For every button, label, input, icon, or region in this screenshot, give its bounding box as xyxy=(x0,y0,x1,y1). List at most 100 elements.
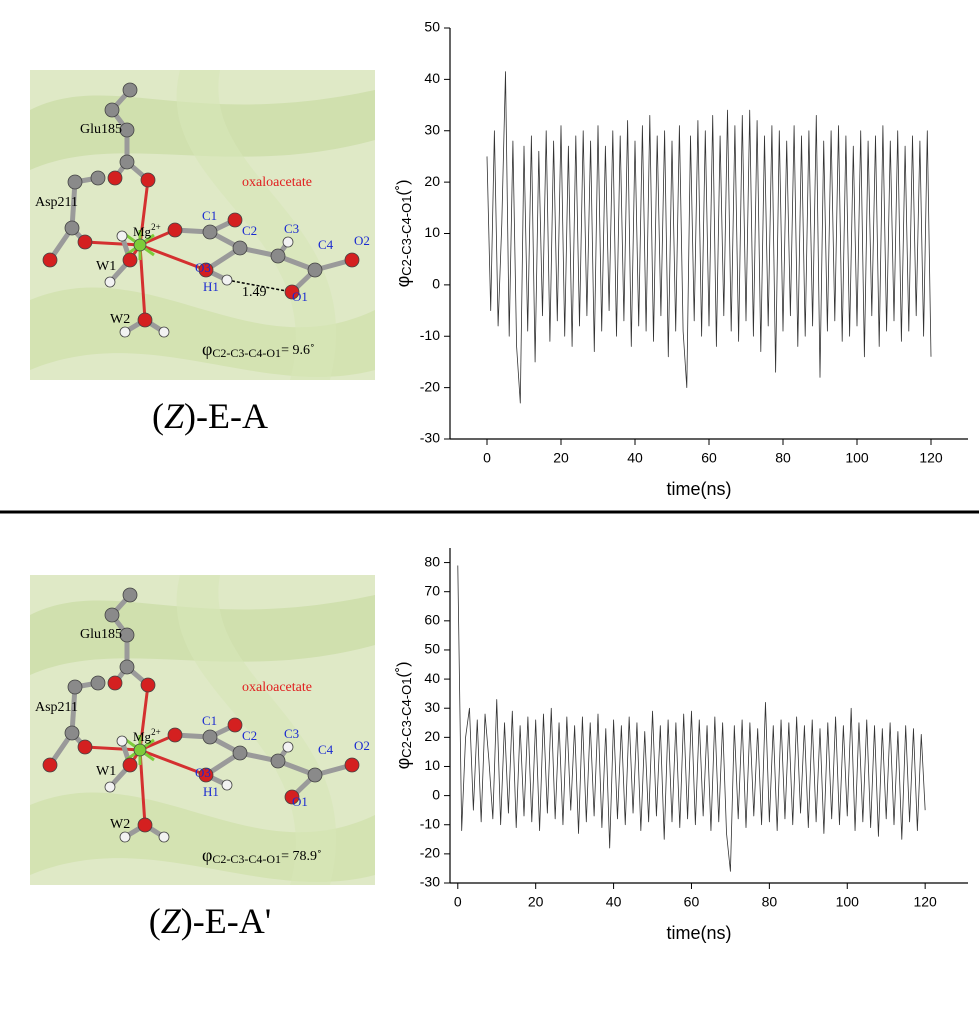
ribbon xyxy=(176,70,337,380)
x-tick-label: 40 xyxy=(627,450,643,466)
atom xyxy=(140,172,156,188)
ribbon xyxy=(30,287,375,377)
atom xyxy=(90,675,106,691)
x-tick-label: 100 xyxy=(836,894,860,910)
y-tick-label: -20 xyxy=(420,845,440,861)
y-label-unit: (˚) xyxy=(395,180,412,196)
data-line xyxy=(486,71,932,404)
y-label-unit: (˚) xyxy=(395,662,412,678)
atom xyxy=(119,122,135,138)
y-tick-label: -30 xyxy=(420,874,440,890)
x-tick-label: 120 xyxy=(913,894,937,910)
y-tick-label: 80 xyxy=(424,553,440,569)
y-tick-label: 20 xyxy=(424,728,440,744)
structure-label: H1 xyxy=(203,279,219,294)
bond xyxy=(69,684,78,736)
atom xyxy=(284,789,300,805)
atom xyxy=(77,739,93,755)
structure-label: O2 xyxy=(354,738,370,753)
structure-label: C3 xyxy=(284,221,299,236)
atom xyxy=(282,236,294,248)
y-tick-label: 40 xyxy=(424,670,440,686)
y-tick-label: 70 xyxy=(424,582,440,598)
y-axis-label: φC2-C3-C4-O1(˚) xyxy=(393,180,415,288)
x-tick-label: 80 xyxy=(762,894,778,910)
x-tick-label: 0 xyxy=(454,894,462,910)
structure-label: oxaloacetate xyxy=(242,680,312,695)
y-label-sub: C2-C3-C4-O1 xyxy=(399,196,414,276)
atom xyxy=(122,82,138,98)
structure-label: C3 xyxy=(284,726,299,741)
y-tick-label: 50 xyxy=(424,19,440,35)
atom xyxy=(77,234,93,250)
x-tick-label: 120 xyxy=(919,450,943,466)
data-line xyxy=(457,565,926,872)
atom xyxy=(119,326,131,338)
atom xyxy=(107,170,123,186)
bond xyxy=(138,748,208,777)
structure-label: O3 xyxy=(195,260,211,275)
y-tick-label: 0 xyxy=(432,276,440,292)
structure-label: O1 xyxy=(292,289,308,304)
bond xyxy=(138,243,208,272)
caption: (Z)-E-A' xyxy=(149,901,271,941)
atom xyxy=(42,757,58,773)
atom xyxy=(122,757,138,773)
dihedral-sub: C2-C3-C4-O1 xyxy=(212,346,281,360)
x-tick-label: 40 xyxy=(606,894,622,910)
atom xyxy=(232,745,248,761)
y-tick-label: 30 xyxy=(424,699,440,715)
structure-label: W1 xyxy=(96,764,116,779)
dihedral-sub: C2-C3-C4-O1 xyxy=(212,852,281,866)
dihedral-symbol: φ xyxy=(202,845,212,865)
ribbon xyxy=(176,575,337,885)
atom xyxy=(104,607,120,623)
structure-panel: Glu185 Asp211 W1 W2 C1 C2 C3 C4 O1 O2 O3 H1 oxaloace… xyxy=(30,70,375,380)
atom xyxy=(64,220,80,236)
caption-part: Z xyxy=(164,396,185,436)
structure-label: W2 xyxy=(110,312,130,327)
atom xyxy=(227,717,243,733)
x-tick-label: 0 xyxy=(483,450,491,466)
metal-charge: 2+ xyxy=(151,222,161,232)
y-axis-label: φC2-C3-C4-O1(˚) xyxy=(393,662,415,770)
structure-label: O3 xyxy=(195,765,211,780)
structure-label: C1 xyxy=(202,208,217,223)
dihedral-symbol: φ xyxy=(202,339,212,359)
y-tick-label: 50 xyxy=(424,641,440,657)
structure-label: C2 xyxy=(242,728,257,743)
atom xyxy=(67,679,83,695)
atom xyxy=(107,675,123,691)
caption-part: Z xyxy=(161,901,182,941)
atom xyxy=(104,781,116,793)
atom xyxy=(119,659,135,675)
y-tick-label: 60 xyxy=(424,612,440,628)
structure-panel: Glu185 Asp211 W1 W2 C1 C2 C3 C4 O1 O2 O3 H1 oxaloace… xyxy=(30,575,375,885)
y-tick-label: -10 xyxy=(420,815,440,831)
atom xyxy=(344,252,360,268)
y-tick-label: -20 xyxy=(420,378,440,394)
atom xyxy=(202,729,218,745)
x-tick-label: 100 xyxy=(845,450,869,466)
y-tick-label: -30 xyxy=(420,430,440,446)
caption: (Z)-E-A xyxy=(152,396,268,436)
y-tick-label: 40 xyxy=(424,70,440,86)
x-tick-label: 20 xyxy=(553,450,569,466)
y-tick-label: 10 xyxy=(424,757,440,773)
atom xyxy=(167,222,183,238)
structure-label: C1 xyxy=(202,713,217,728)
structure-label: O2 xyxy=(354,233,370,248)
structure-label: Asp211 xyxy=(35,700,78,715)
atom xyxy=(140,677,156,693)
structure-label: Asp211 xyxy=(35,195,78,210)
y-tick-label: 30 xyxy=(424,121,440,137)
x-tick-label: 60 xyxy=(684,894,700,910)
x-tick-label: 80 xyxy=(775,450,791,466)
structure-label: O1 xyxy=(292,794,308,809)
caption-part: ( xyxy=(152,396,164,436)
atom xyxy=(270,753,286,769)
y-tick-label: 20 xyxy=(424,173,440,189)
structure-label: 1.49 xyxy=(242,285,267,300)
metal-charge: 2+ xyxy=(151,727,161,737)
atom xyxy=(198,767,214,783)
